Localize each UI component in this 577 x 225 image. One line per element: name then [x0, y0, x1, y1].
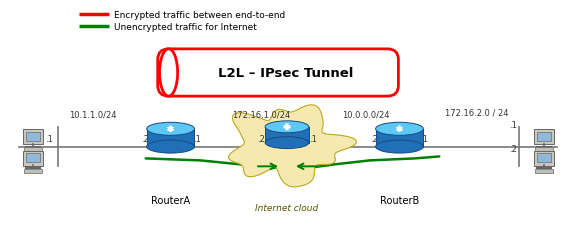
Text: Internet cloud: Internet cloud: [256, 203, 319, 212]
Text: .2: .2: [509, 145, 517, 154]
Text: .1: .1: [193, 134, 201, 143]
Text: .2: .2: [370, 134, 377, 143]
FancyBboxPatch shape: [24, 148, 42, 152]
Text: .2: .2: [141, 134, 149, 143]
Polygon shape: [228, 105, 357, 187]
Text: 10.0.0.0/24: 10.0.0.0/24: [342, 110, 389, 119]
Text: .1: .1: [309, 134, 317, 143]
Ellipse shape: [159, 50, 178, 97]
Text: Unencrypted traffic for Internet: Unencrypted traffic for Internet: [114, 22, 257, 32]
FancyBboxPatch shape: [23, 152, 43, 166]
FancyBboxPatch shape: [534, 152, 554, 166]
FancyBboxPatch shape: [147, 129, 194, 147]
Text: .1: .1: [45, 134, 53, 143]
Ellipse shape: [265, 121, 309, 133]
Text: .2: .2: [257, 134, 265, 143]
Ellipse shape: [376, 140, 424, 153]
Text: L2L – IPsec Tunnel: L2L – IPsec Tunnel: [218, 67, 354, 80]
FancyBboxPatch shape: [537, 132, 550, 141]
Text: Encrypted traffic between end-to-end: Encrypted traffic between end-to-end: [114, 11, 285, 20]
FancyBboxPatch shape: [27, 154, 40, 163]
Ellipse shape: [376, 123, 424, 136]
Ellipse shape: [147, 140, 194, 153]
FancyBboxPatch shape: [265, 127, 309, 143]
Text: 172.16.2.0 / 24: 172.16.2.0 / 24: [445, 108, 509, 117]
FancyBboxPatch shape: [535, 148, 553, 152]
Text: RouterB: RouterB: [380, 195, 419, 205]
Ellipse shape: [265, 137, 309, 149]
Text: 10.1.1.0/24: 10.1.1.0/24: [69, 110, 117, 119]
FancyBboxPatch shape: [158, 50, 398, 97]
FancyBboxPatch shape: [27, 132, 40, 141]
Text: RouterA: RouterA: [151, 195, 190, 205]
Text: .1: .1: [421, 134, 428, 143]
FancyBboxPatch shape: [534, 130, 554, 144]
Ellipse shape: [147, 123, 194, 136]
FancyBboxPatch shape: [376, 129, 424, 147]
FancyBboxPatch shape: [535, 169, 553, 174]
Text: 172.16.1.0/24: 172.16.1.0/24: [233, 110, 291, 119]
FancyBboxPatch shape: [24, 169, 42, 174]
FancyBboxPatch shape: [537, 154, 550, 163]
FancyBboxPatch shape: [23, 130, 43, 144]
Text: .1: .1: [509, 120, 517, 129]
